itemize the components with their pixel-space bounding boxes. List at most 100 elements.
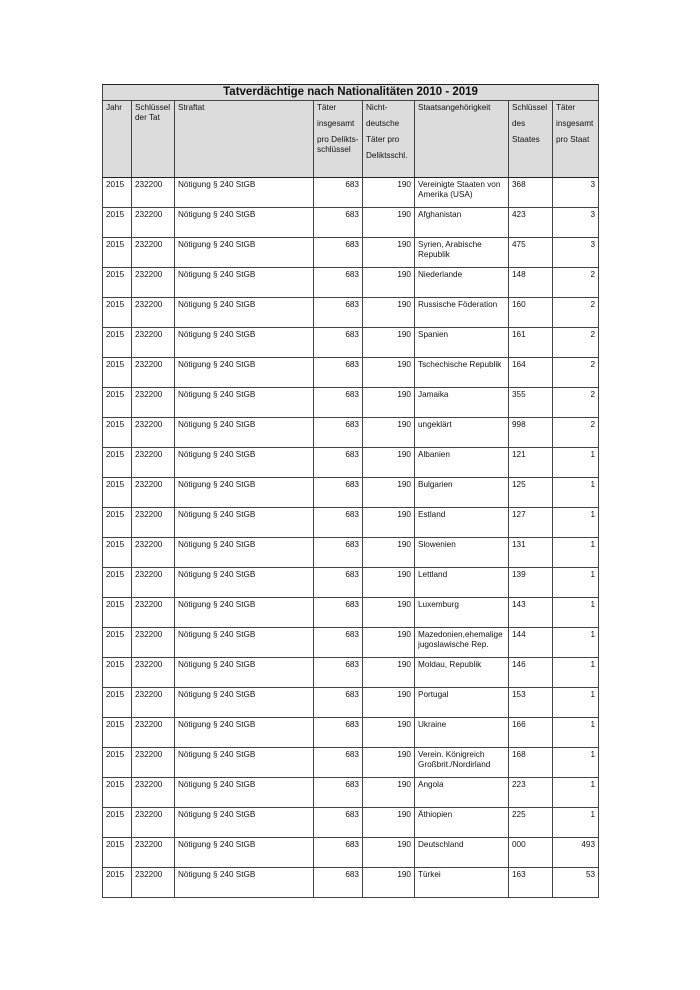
cell-straftat: Nötigung § 240 StGB [174, 417, 314, 448]
cell-nichtdeutsche: 190 [362, 747, 415, 778]
cell-schluessel-tat: 232200 [131, 357, 175, 388]
cell-schluessel-staat: 423 [508, 207, 553, 238]
cell-taeter-insgesamt: 683 [313, 387, 363, 418]
table-row: 2015 232200 Nötigung § 240 StGB 683 190 Estla… [102, 507, 600, 538]
cell-straftat: Nötigung § 240 StGB [174, 537, 314, 568]
cell-taeter-insgesamt: 683 [313, 417, 363, 448]
table-row: 2015 232200 Nötigung § 240 StGB 683 190 Bulga… [102, 477, 600, 508]
cell-taeter-pro-staat: 1 [551, 717, 600, 748]
cell-taeter-pro-staat: 3 [551, 207, 600, 238]
cell-straftat: Nötigung § 240 StGB [174, 687, 314, 718]
cell-jahr: 2015 [102, 387, 132, 418]
table-row: 2015 232200 Nötigung § 240 StGB 683 190 Alban… [102, 447, 600, 478]
cell-nichtdeutsche: 190 [362, 207, 415, 238]
cell-staat: Luxemburg [414, 597, 509, 628]
cell-taeter-pro-staat: 2 [551, 297, 600, 328]
cell-taeter-pro-staat: 1 [551, 747, 600, 778]
header-line: Täter [317, 103, 337, 112]
cell-taeter-insgesamt: 683 [313, 567, 363, 598]
cell-schluessel-tat: 232200 [131, 567, 175, 598]
cell-taeter-insgesamt: 683 [313, 687, 363, 718]
cell-jahr: 2015 [102, 477, 132, 508]
table-row: 2015 232200 Nötigung § 240 StGB 683 190 Molda… [102, 657, 600, 688]
table-row: 2015 232200 Nötigung § 240 StGB 683 190 Tsche… [102, 357, 600, 388]
cell-taeter-pro-staat: 1 [551, 687, 600, 718]
cell-staat: Verein. Königreich Großbrit./Nordirland [414, 747, 509, 778]
header-taeter-insgesamt: Täter insgesamt pro Delikts-schlüssel [313, 100, 363, 178]
cell-taeter-insgesamt: 683 [313, 207, 363, 238]
table-row: 2015 232200 Nötigung § 240 StGB 683 190 Syrie… [102, 237, 600, 268]
header-taeter-pro-staat: Täter insgesamt pro Staat [551, 100, 600, 178]
cell-schluessel-staat: 153 [508, 687, 553, 718]
cell-straftat: Nötigung § 240 StGB [174, 327, 314, 358]
cell-staat: Jamaika [414, 387, 509, 418]
header-line: Deliktsschl. [366, 151, 408, 160]
cell-nichtdeutsche: 190 [362, 177, 415, 208]
cell-schluessel-staat: 166 [508, 717, 553, 748]
cell-straftat: Nötigung § 240 StGB [174, 747, 314, 778]
cell-taeter-insgesamt: 683 [313, 747, 363, 778]
cell-schluessel-tat: 232200 [131, 537, 175, 568]
cell-taeter-insgesamt: 683 [313, 267, 363, 298]
cell-nichtdeutsche: 190 [362, 507, 415, 538]
cell-nichtdeutsche: 190 [362, 297, 415, 328]
cell-taeter-insgesamt: 683 [313, 477, 363, 508]
cell-taeter-pro-staat: 493 [551, 837, 600, 868]
cell-jahr: 2015 [102, 177, 132, 208]
cell-schluessel-staat: 144 [508, 627, 553, 658]
cell-schluessel-tat: 232200 [131, 447, 175, 478]
cell-straftat: Nötigung § 240 StGB [174, 597, 314, 628]
cell-nichtdeutsche: 190 [362, 327, 415, 358]
cell-schluessel-tat: 232200 [131, 417, 175, 448]
cell-straftat: Nötigung § 240 StGB [174, 837, 314, 868]
cell-taeter-pro-staat: 1 [551, 597, 600, 628]
cell-schluessel-staat: 368 [508, 177, 553, 208]
cell-staat: Deutschland [414, 837, 509, 868]
cell-schluessel-tat: 232200 [131, 747, 175, 778]
cell-nichtdeutsche: 190 [362, 477, 415, 508]
cell-nichtdeutsche: 190 [362, 687, 415, 718]
cell-schluessel-staat: 998 [508, 417, 553, 448]
table-row: 2015 232200 Nötigung § 240 StGB 683 190 Afgha… [102, 207, 600, 238]
cell-jahr: 2015 [102, 567, 132, 598]
cell-schluessel-tat: 232200 [131, 387, 175, 418]
cell-straftat: Nötigung § 240 StGB [174, 507, 314, 538]
cell-staat: Niederlande [414, 267, 509, 298]
cell-jahr: 2015 [102, 747, 132, 778]
header-straftat: Straftat [174, 100, 314, 178]
cell-taeter-pro-staat: 2 [551, 267, 600, 298]
cell-nichtdeutsche: 190 [362, 237, 415, 268]
cell-nichtdeutsche: 190 [362, 267, 415, 298]
header-line: pro Staat [556, 135, 590, 144]
cell-schluessel-tat: 232200 [131, 267, 175, 298]
cell-staat: Afghanistan [414, 207, 509, 238]
header-line: des [512, 119, 526, 128]
cell-taeter-insgesamt: 683 [313, 777, 363, 808]
cell-schluessel-tat: 232200 [131, 207, 175, 238]
cell-schluessel-tat: 232200 [131, 837, 175, 868]
cell-staat: Bulgarien [414, 477, 509, 508]
header-line: insgesamt [317, 119, 355, 128]
table-row: 2015 232200 Nötigung § 240 StGB 683 190 ungek… [102, 417, 600, 448]
table-title: Tatverdächtige nach Nationalitäten 2010 … [101, 84, 600, 101]
cell-jahr: 2015 [102, 357, 132, 388]
header-jahr: Jahr [102, 100, 132, 178]
cell-schluessel-staat: 225 [508, 807, 553, 838]
header-nichtdeutsche: Nicht-deutsche Täter pro Deliktsschl. [362, 100, 415, 178]
cell-jahr: 2015 [102, 717, 132, 748]
cell-schluessel-tat: 232200 [131, 867, 175, 898]
cell-straftat: Nötigung § 240 StGB [174, 177, 314, 208]
cell-taeter-pro-staat: 1 [551, 567, 600, 598]
table-row: 2015 232200 Nötigung § 240 StGB 683 190 Deuts… [102, 837, 600, 868]
cell-taeter-pro-staat: 3 [551, 177, 600, 208]
cell-schluessel-tat: 232200 [131, 177, 175, 208]
cell-taeter-insgesamt: 683 [313, 297, 363, 328]
cell-taeter-pro-staat: 1 [551, 537, 600, 568]
cell-staat: Lettland [414, 567, 509, 598]
cell-schluessel-tat: 232200 [131, 777, 175, 808]
cell-taeter-pro-staat: 2 [551, 387, 600, 418]
table-row: 2015 232200 Nötigung § 240 StGB 683 190 Türke… [102, 867, 600, 898]
table-row: 2015 232200 Nötigung § 240 StGB 683 190 Verei… [102, 177, 600, 208]
cell-taeter-pro-staat: 2 [551, 327, 600, 358]
cell-nichtdeutsche: 190 [362, 357, 415, 388]
